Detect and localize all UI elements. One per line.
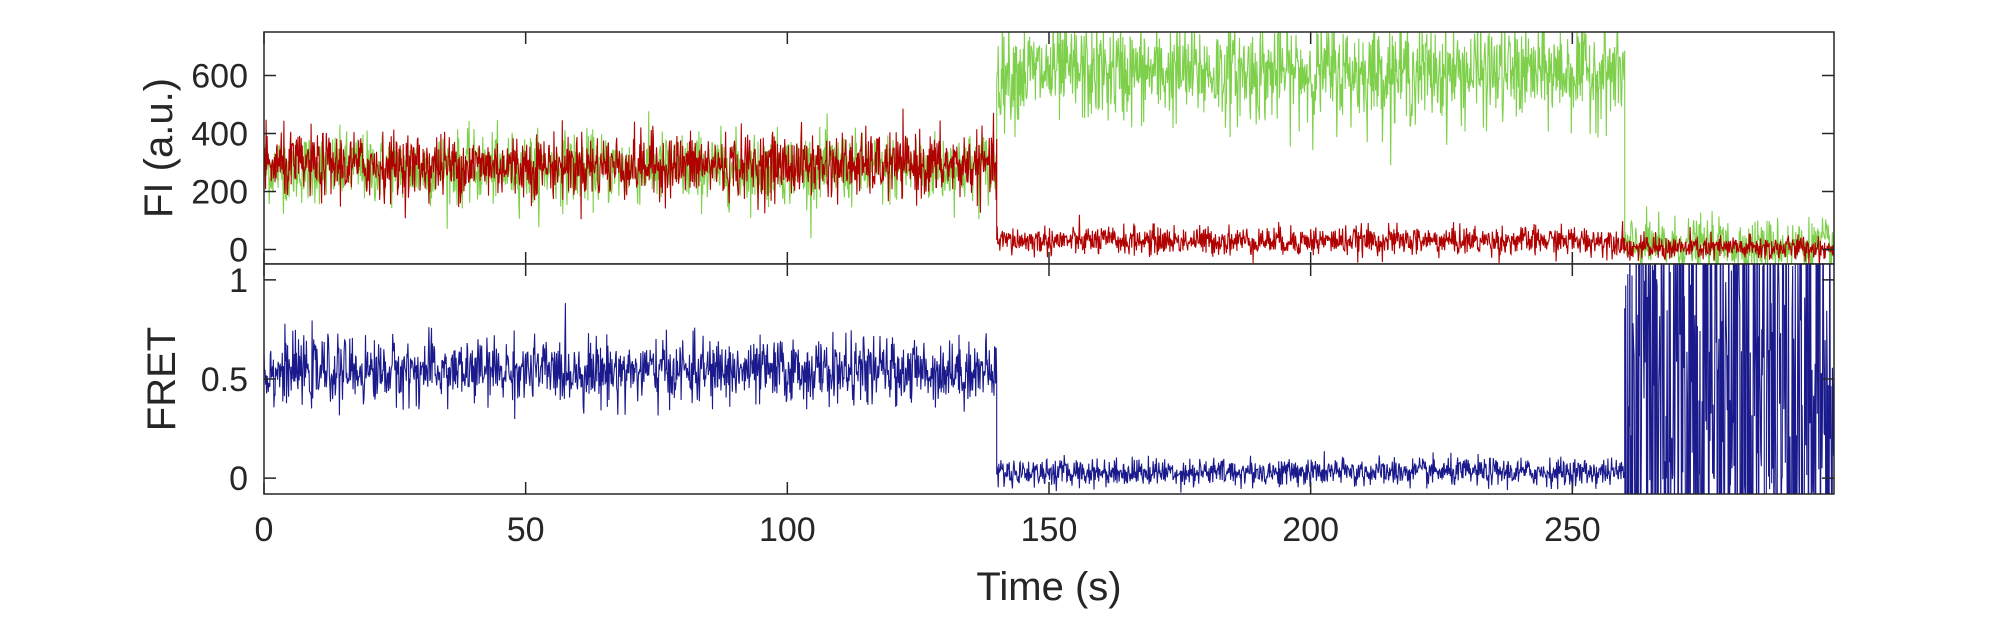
fret-ylabel: FRET xyxy=(140,327,184,431)
time-xtick-label: 100 xyxy=(759,511,816,549)
fluorescence-ylabel: FI (a.u.) xyxy=(137,78,181,218)
time-xtick-label: 250 xyxy=(1544,511,1601,549)
time-xtick-label: 50 xyxy=(507,511,545,549)
time-xtick-label: 200 xyxy=(1282,511,1339,549)
time-xlabel: Time (s) xyxy=(976,565,1121,609)
fluorescence-ytick-label: 200 xyxy=(191,174,248,212)
fret-ytick-label: 0.5 xyxy=(201,361,248,399)
fluorescence-ytick-label: 400 xyxy=(191,116,248,154)
time-xtick-label: 150 xyxy=(1021,511,1078,549)
time-xtick-label: 0 xyxy=(255,511,274,549)
fluorescence-ytick-label: 600 xyxy=(191,58,248,96)
fret-ytick-label: 1 xyxy=(229,262,248,300)
fret-ytick-label: 0 xyxy=(229,460,248,498)
